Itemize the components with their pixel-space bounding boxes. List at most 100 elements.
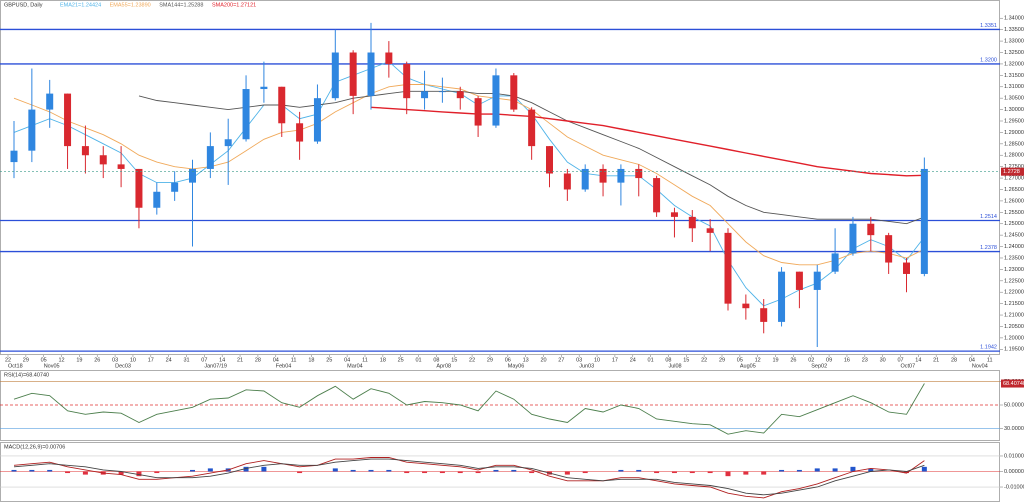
candle-body <box>867 223 875 236</box>
x-tick-label: 12 <box>58 357 64 363</box>
x-tick-label: 27 <box>558 357 564 363</box>
candle-body <box>813 271 821 290</box>
y-tick-label: 1.29000 <box>1004 130 1024 136</box>
x-tick-label: 08 <box>665 357 671 363</box>
x-month-label: Aug05 <box>740 363 756 369</box>
last-price-box <box>1001 167 1024 176</box>
x-tick-label: 23 <box>862 357 868 363</box>
level-label: 1.3351 <box>980 23 997 29</box>
x-tick-label: 05 <box>41 357 47 363</box>
x-tick-label: 22 <box>5 357 11 363</box>
y-tick-label: 1.20500 <box>1004 324 1024 330</box>
x-tick-label: 13 <box>523 357 529 363</box>
candle-body <box>278 86 286 124</box>
y-tick-label: 30.00000 <box>1004 426 1024 432</box>
x-tick-label: 04 <box>344 357 350 363</box>
candle-body <box>903 262 910 274</box>
candle-body <box>635 168 643 179</box>
candle-body <box>528 109 536 147</box>
x-tick-label: 14 <box>915 357 921 363</box>
x-tick-label: 11 <box>362 357 368 363</box>
candle-body <box>920 168 928 274</box>
histogram-bar <box>511 469 517 472</box>
x-tick-label: 26 <box>790 357 796 363</box>
y-tick-label: 0.01000 <box>1004 453 1024 459</box>
y-tick-label: 1.24500 <box>1004 233 1024 239</box>
x-tick-label: 16 <box>844 357 850 363</box>
candle-body <box>670 212 678 217</box>
x-tick-label: 07 <box>897 357 903 363</box>
histogram-bar <box>868 468 874 472</box>
value-label: 68.40740 <box>1003 381 1024 387</box>
candle-body <box>28 109 36 151</box>
candle-body <box>546 146 553 174</box>
x-tick-label: 18 <box>308 357 314 363</box>
x-tick-label: 01 <box>648 357 654 363</box>
x-month-label: Oct07 <box>901 363 916 369</box>
y-tick-label: 1.21500 <box>1004 301 1024 307</box>
histogram-bar <box>654 471 660 474</box>
x-tick-label: 25 <box>398 357 404 363</box>
level-label: 1.3200 <box>980 57 997 63</box>
y-tick-label: 1.21000 <box>1004 313 1024 319</box>
histogram-bar <box>743 471 749 475</box>
histogram-bar <box>136 471 142 477</box>
x-tick-label: 19 <box>772 357 778 363</box>
x-tick-label: 11 <box>987 357 993 363</box>
candle-body <box>367 52 375 96</box>
y-tick-label: 1.33500 <box>1004 27 1024 33</box>
histogram-bar <box>154 471 160 474</box>
x-tick-label: 26 <box>94 357 100 363</box>
candle-body <box>706 228 714 233</box>
macd-title: MACD(12,26,9)=0.00706 <box>4 444 65 450</box>
y-tick-label: 1.26500 <box>1004 187 1024 193</box>
candle-body <box>581 168 589 190</box>
rsi-pane <box>0 370 1000 441</box>
x-tick-label: 17 <box>148 357 154 363</box>
y-tick-label: 1.31500 <box>1004 73 1024 79</box>
candle-body <box>474 98 482 126</box>
x-month-label: Sep02 <box>811 363 827 369</box>
y-tick-label: 1.33000 <box>1004 39 1024 45</box>
price-pane <box>0 0 1000 355</box>
y-tick-label: 1.25000 <box>1004 221 1024 227</box>
candle-body <box>296 123 304 142</box>
x-month-label: Mar04 <box>347 363 363 369</box>
x-tick-label: 29 <box>487 357 493 363</box>
histogram-bar <box>475 471 481 474</box>
x-month-label: Jan07/19 <box>204 363 227 369</box>
indicator-line <box>13 383 925 435</box>
x-tick-label: 12 <box>755 357 761 363</box>
x-month-label: Feb04 <box>276 363 292 369</box>
last-price-label: 1.2728 <box>1003 169 1020 175</box>
y-tick-label: 1.28000 <box>1004 153 1024 159</box>
x-tick-label: 25 <box>326 357 332 363</box>
legend-entry: EMA21=1.24424 <box>60 2 101 8</box>
candle-body <box>617 168 625 183</box>
histogram-bar <box>636 469 642 472</box>
candle-body <box>242 89 250 140</box>
candle-body <box>760 308 768 322</box>
x-month-label: Nov05 <box>44 363 60 369</box>
candle-body <box>795 271 803 290</box>
histogram-bar <box>493 469 499 472</box>
candle-body <box>99 155 107 165</box>
x-tick-label: 08 <box>433 357 439 363</box>
candle-body <box>385 52 393 64</box>
candle-body <box>171 182 179 192</box>
x-tick-label: 06 <box>505 357 511 363</box>
candle-body <box>778 271 786 322</box>
candle-body <box>331 52 339 99</box>
x-tick-label: 24 <box>166 357 172 363</box>
x-tick-label: 10 <box>130 357 136 363</box>
histogram-bar <box>297 471 303 474</box>
x-tick-label: 14 <box>219 357 225 363</box>
x-tick-label: 15 <box>683 357 689 363</box>
x-tick-label: 17 <box>612 357 618 363</box>
histogram-bar <box>904 471 909 474</box>
candle-body <box>260 86 268 90</box>
candle-body <box>206 146 214 169</box>
histogram-bar <box>779 469 785 472</box>
histogram-bar <box>725 471 731 477</box>
